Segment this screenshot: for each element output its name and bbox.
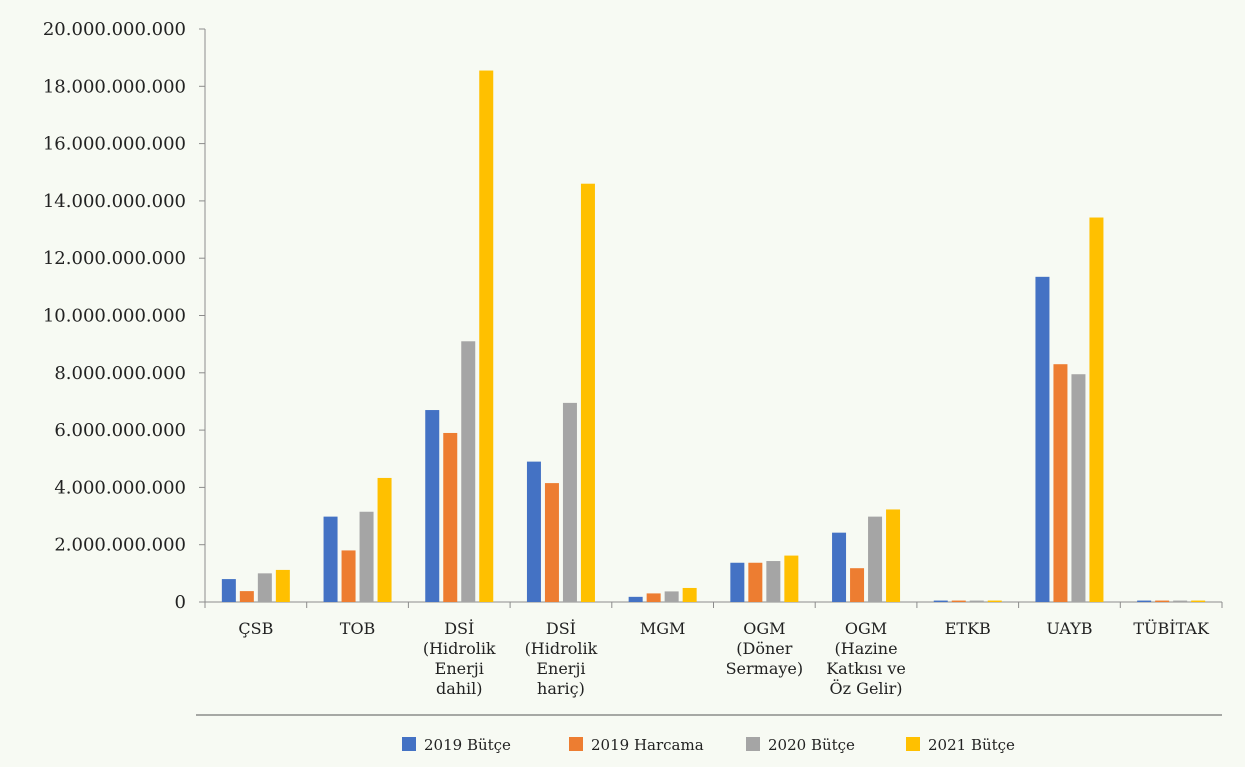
bar: [526, 461, 541, 602]
x-category-label-line: (Hazine: [835, 639, 898, 658]
y-tick-label: 20.000.000.000: [43, 19, 186, 40]
y-tick-label: 12.000.000.000: [43, 248, 186, 269]
x-category-label-line: UAYB: [1046, 619, 1092, 638]
bar: [461, 341, 476, 602]
bars: [221, 70, 1206, 603]
legend-label: 2019 Harcama: [591, 736, 704, 754]
bar: [748, 562, 763, 602]
bar: [341, 550, 356, 602]
bar: [664, 591, 679, 602]
bar: [628, 596, 643, 602]
bar: [257, 573, 272, 602]
x-category-label-line: (Hidrolik: [423, 639, 496, 658]
bar: [323, 516, 338, 602]
y-tick-label: 16.000.000.000: [43, 134, 186, 155]
y-tick-label: 10.000.000.000: [43, 306, 186, 327]
bar: [933, 600, 948, 602]
bar: [969, 600, 984, 602]
x-category-label-line: dahil): [436, 679, 483, 698]
x-category-label: ETKB: [945, 619, 991, 638]
y-tick-label: 4.000.000.000: [54, 477, 186, 498]
x-category-label-line: DSİ: [444, 618, 474, 638]
bar: [425, 410, 440, 602]
legend-swatch: [746, 737, 760, 751]
legend-label: 2019 Bütçe: [424, 736, 511, 754]
legend: 2019 Bütçe 2019 Harcama 2020 Bütçe 2021 Büt…: [402, 736, 1015, 754]
y-tick-label: 8.000.000.000: [54, 363, 186, 384]
bar: [562, 402, 577, 602]
x-category-label-line: Katkısı ve: [826, 659, 906, 678]
y-tick-label: 2.000.000.000: [54, 535, 186, 556]
x-category-label-line: Sermaye): [726, 659, 804, 678]
bar: [886, 509, 901, 602]
bar: [832, 532, 847, 602]
x-category-label: DSİ (Hidrolik Enerji hariç): [525, 618, 598, 698]
bar: [868, 516, 883, 602]
bar: [221, 579, 236, 602]
y-tick-label: 6.000.000.000: [54, 420, 186, 441]
x-category-label-line: hariç): [537, 679, 585, 698]
x-category-label: OGM (Döner Sermaye): [726, 619, 804, 678]
bar: [580, 183, 595, 602]
bar: [544, 483, 559, 602]
bar: [1053, 364, 1068, 602]
bar: [1155, 600, 1170, 602]
bar: [1071, 374, 1086, 602]
x-category-label-line: ETKB: [945, 619, 991, 638]
bar: [646, 593, 661, 602]
x-axis: ÇSB TOB DSİ (Hidrolik Enerji dahil)DSİ (Hidrol…: [196, 601, 1223, 716]
bar: [766, 561, 781, 602]
x-category-label: ÇSB: [238, 619, 273, 638]
x-category-label: MGM: [640, 619, 686, 638]
x-category-label: OGM (Hazine Katkısı ve Öz Gelir): [826, 619, 906, 698]
bar: [1089, 217, 1104, 602]
bar: [987, 600, 1002, 602]
legend-swatch: [906, 737, 920, 751]
legend-label: 2021 Bütçe: [928, 736, 1015, 754]
y-tick-label: 18.000.000.000: [43, 76, 186, 97]
x-category-label-line: OGM: [743, 619, 785, 638]
x-category-label-line: Enerji: [435, 659, 484, 678]
x-category-label: TÜBİTAK: [1133, 618, 1210, 638]
bar: [239, 591, 254, 602]
bar: [730, 562, 745, 602]
x-category-label-line: (Döner: [736, 639, 792, 658]
x-category-label-line: (Hidrolik: [525, 639, 598, 658]
legend-label: 2020 Bütçe: [768, 736, 855, 754]
bar: [850, 568, 865, 602]
x-category-label-line: TOB: [340, 619, 376, 638]
x-category-label-line: OGM: [845, 619, 887, 638]
bar: [1137, 600, 1152, 602]
y-axis: 0 2.000.000.000 4.000.000.000 6.000.000.000…: [43, 19, 206, 613]
x-category-label-line: TÜBİTAK: [1133, 618, 1210, 638]
bar: [784, 555, 799, 602]
y-tick-label: 14.000.000.000: [43, 191, 186, 212]
legend-swatch: [402, 737, 416, 751]
bar: [443, 432, 458, 602]
legend-swatch: [569, 737, 583, 751]
y-tick-label: 0: [175, 592, 186, 613]
bar: [951, 600, 966, 602]
x-category-label-line: MGM: [640, 619, 686, 638]
x-category-label: UAYB: [1046, 619, 1092, 638]
x-category-label-line: DSİ: [546, 618, 576, 638]
bar: [1191, 600, 1206, 602]
bar: [1035, 276, 1050, 602]
x-category-label-line: Öz Gelir): [830, 678, 903, 698]
x-category-label: TOB: [340, 619, 376, 638]
bar: [1173, 600, 1188, 602]
bar: [275, 569, 290, 602]
bar: [359, 511, 374, 602]
x-category-label: DSİ (Hidrolik Enerji dahil): [423, 618, 496, 698]
bar: [479, 70, 494, 603]
bar: [377, 477, 392, 602]
x-category-label-line: ÇSB: [238, 619, 273, 638]
bar: [682, 587, 697, 602]
x-category-label-line: Enerji: [536, 659, 585, 678]
